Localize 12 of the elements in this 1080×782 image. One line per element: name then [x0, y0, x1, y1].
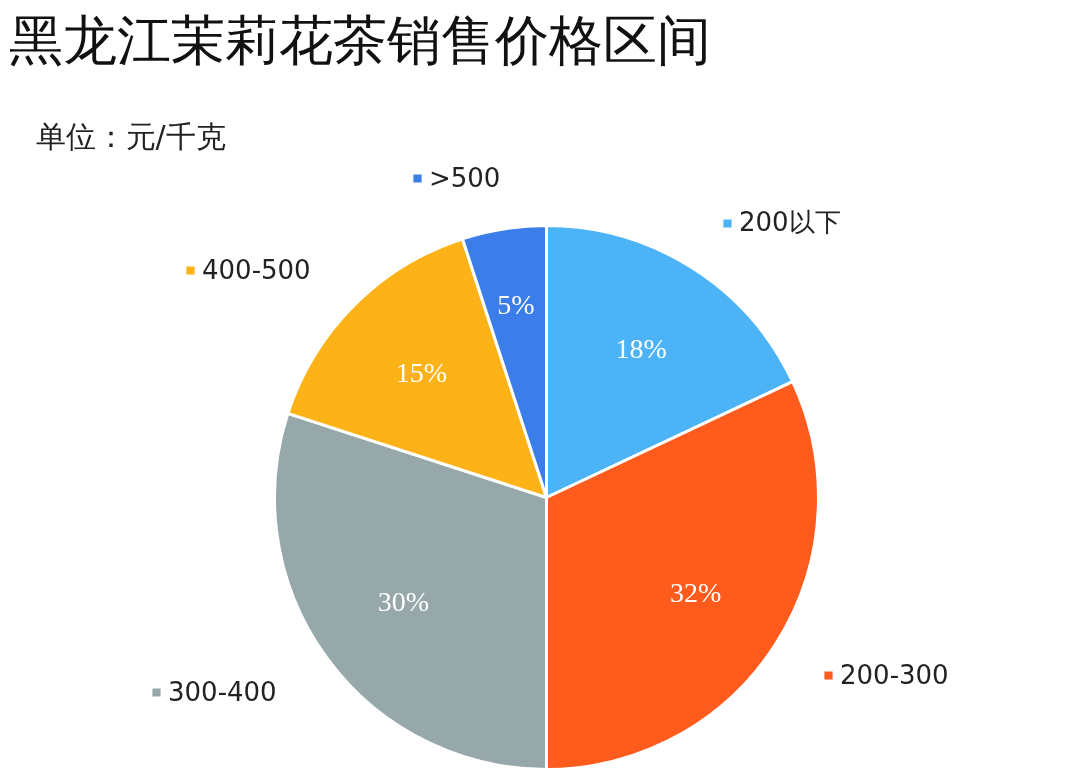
chart-title: 黑龙江茉莉花茶销售价格区间 [8, 8, 711, 72]
data-label: 30% [377, 585, 430, 617]
text: 单位：元/千克 [35, 118, 226, 154]
legend-label: 300-400 [168, 677, 277, 707]
legend-label: 400-500 [202, 255, 311, 285]
data-label: 32% [670, 576, 722, 608]
data-label: 15% [395, 356, 448, 388]
legend-label: 200以下 [739, 206, 841, 239]
legend-label: >500 [429, 163, 501, 193]
data-label: 5% [497, 288, 535, 320]
legend-label: 200-300 [840, 660, 949, 690]
data-label: 18% [615, 332, 667, 364]
